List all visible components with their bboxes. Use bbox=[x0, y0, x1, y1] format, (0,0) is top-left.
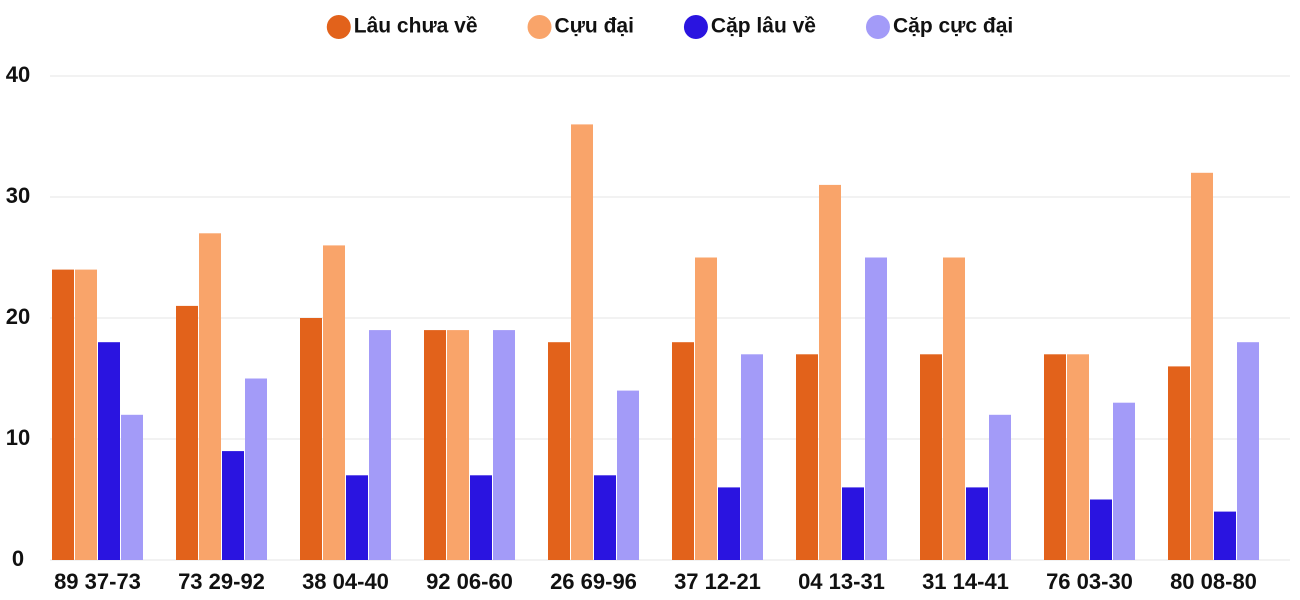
y-tick-label: 10 bbox=[6, 425, 30, 450]
x-tick-label: 80 08-80 bbox=[1170, 569, 1257, 594]
bar bbox=[1044, 354, 1066, 560]
bar bbox=[222, 451, 244, 560]
legend-label: Cựu đại bbox=[555, 15, 634, 38]
x-tick-label: 37 12-21 bbox=[674, 569, 761, 594]
bar bbox=[1237, 342, 1259, 560]
bar bbox=[121, 414, 143, 560]
bar bbox=[571, 124, 593, 561]
bar bbox=[176, 305, 198, 560]
bar bbox=[718, 487, 740, 560]
bar bbox=[966, 487, 988, 560]
legend-label: Cặp cực đại bbox=[893, 15, 1013, 38]
bar bbox=[1113, 402, 1135, 560]
legend-marker bbox=[527, 15, 552, 39]
x-tick-label: 92 06-60 bbox=[426, 569, 513, 594]
legend-marker bbox=[865, 15, 890, 39]
bar bbox=[1191, 172, 1213, 561]
legend-label: Lâu chưa về bbox=[354, 15, 478, 38]
x-tick-label: 31 14-41 bbox=[922, 569, 1009, 594]
bar bbox=[245, 378, 267, 560]
bar bbox=[52, 269, 74, 560]
legend-marker bbox=[683, 15, 708, 39]
legend-marker bbox=[326, 15, 351, 39]
y-tick-label: 40 bbox=[6, 62, 30, 87]
bar bbox=[943, 257, 965, 560]
bar bbox=[617, 390, 639, 560]
legend-label: Cặp lâu về bbox=[711, 15, 816, 38]
bar bbox=[920, 354, 942, 560]
y-tick-label: 20 bbox=[6, 304, 30, 329]
x-tick-label: 04 13-31 bbox=[798, 569, 885, 594]
bar bbox=[1168, 366, 1190, 560]
bar bbox=[300, 318, 322, 560]
bar bbox=[75, 269, 97, 560]
y-tick-label: 0 bbox=[12, 546, 24, 571]
y-tick-label: 30 bbox=[6, 183, 30, 208]
bar bbox=[741, 354, 763, 560]
bar bbox=[424, 330, 446, 560]
bar bbox=[1067, 354, 1089, 560]
bar bbox=[796, 354, 818, 560]
bar bbox=[1214, 511, 1236, 560]
x-tick-label: 38 04-40 bbox=[302, 569, 389, 594]
bar bbox=[989, 414, 1011, 560]
x-tick-label: 26 69-96 bbox=[550, 569, 637, 594]
bar bbox=[548, 342, 570, 560]
bar bbox=[199, 233, 221, 561]
bar bbox=[695, 257, 717, 560]
bar bbox=[865, 257, 887, 560]
bar bbox=[493, 330, 515, 560]
bar bbox=[672, 342, 694, 560]
x-tick-label: 73 29-92 bbox=[178, 569, 265, 594]
bar bbox=[346, 475, 368, 560]
bar bbox=[842, 487, 864, 560]
x-tick-label: 89 37-73 bbox=[54, 569, 141, 594]
bar bbox=[594, 475, 616, 560]
bar bbox=[323, 245, 345, 560]
bar bbox=[98, 342, 120, 560]
bar bbox=[1090, 499, 1112, 560]
bar bbox=[819, 184, 841, 560]
bar bbox=[369, 330, 391, 560]
bar bbox=[470, 475, 492, 560]
bar bbox=[447, 330, 469, 560]
x-tick-label: 76 03-30 bbox=[1046, 569, 1133, 594]
